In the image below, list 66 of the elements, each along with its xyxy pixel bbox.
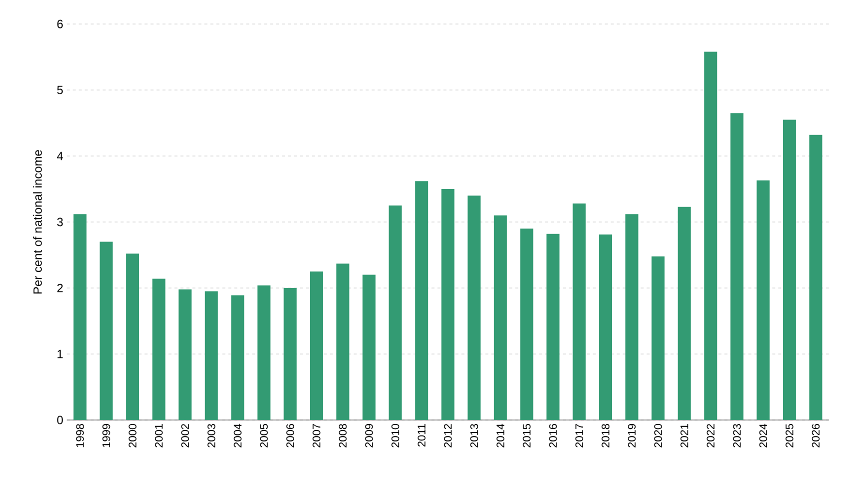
bar	[625, 214, 638, 420]
y-tick-label: 2	[57, 284, 63, 292]
x-tick-label: 2023	[733, 424, 741, 448]
x-tick-label: 2012	[444, 424, 452, 448]
x-tick-label: 2002	[181, 424, 189, 448]
x-tick-label: 2014	[496, 424, 504, 448]
x-tick-label: 1999	[102, 424, 110, 448]
bar	[336, 264, 350, 420]
x-tick-label: 2003	[208, 424, 216, 448]
x-tick-label: 2016	[549, 424, 557, 448]
y-tick-label: 6	[57, 20, 63, 28]
y-tick-label: 4	[56, 152, 63, 160]
bar	[100, 242, 113, 420]
bar	[652, 256, 665, 420]
bar	[388, 206, 402, 420]
bar	[468, 196, 481, 420]
bar	[546, 234, 560, 420]
bar	[756, 180, 770, 420]
bar	[284, 288, 297, 420]
bar	[704, 52, 718, 420]
x-tick-label: 2008	[338, 424, 347, 448]
bar	[730, 113, 744, 420]
x-tick-label: 2013	[470, 424, 478, 448]
x-tick-label: 2000	[128, 424, 136, 448]
x-tick-label: 2020	[654, 424, 662, 448]
bar	[678, 206, 691, 420]
x-tick-label: 2004	[234, 424, 242, 448]
x-tick-label: 2011	[418, 424, 426, 447]
bar	[494, 215, 507, 420]
x-tick-label: 2017	[575, 424, 584, 448]
x-tick-label: 2006	[286, 424, 294, 448]
bar	[782, 120, 796, 420]
x-tick-label: 2018	[602, 424, 610, 448]
x-tick-label: 2007	[312, 424, 320, 448]
bar	[415, 181, 428, 420]
bar	[178, 289, 192, 420]
bar	[809, 134, 822, 420]
x-tick-label: 2025	[786, 424, 794, 448]
bar	[152, 278, 166, 420]
x-tick-label: 2010	[391, 424, 400, 448]
y-axis-title: Per cent of national income	[33, 150, 42, 294]
x-tick-label: 2019	[628, 424, 636, 448]
bar	[362, 274, 376, 420]
bar	[204, 291, 218, 420]
bar	[520, 228, 534, 420]
bar	[599, 234, 612, 420]
x-tick-label: 2009	[365, 424, 373, 448]
bar	[74, 214, 86, 420]
bar	[572, 204, 586, 420]
x-tick-label: 2024	[759, 424, 768, 448]
x-tick-label: 1998	[76, 424, 84, 448]
bar	[310, 272, 323, 420]
y-tick-label: 3	[57, 218, 63, 226]
x-tick-label: 2021	[680, 424, 688, 448]
y-tick-label: 5	[57, 86, 63, 94]
bar	[126, 254, 140, 420]
y-tick-label: 0	[57, 416, 63, 424]
bar	[257, 285, 270, 420]
x-tick-label: 2026	[812, 424, 820, 448]
x-tick-label: 2015	[522, 424, 531, 448]
x-tick-label: 2022	[706, 424, 715, 448]
bar	[231, 295, 244, 420]
x-tick-label: 2001	[154, 424, 163, 448]
x-tick-label: 2005	[260, 424, 268, 448]
bar	[441, 189, 454, 420]
y-tick-label: 1	[58, 350, 63, 358]
